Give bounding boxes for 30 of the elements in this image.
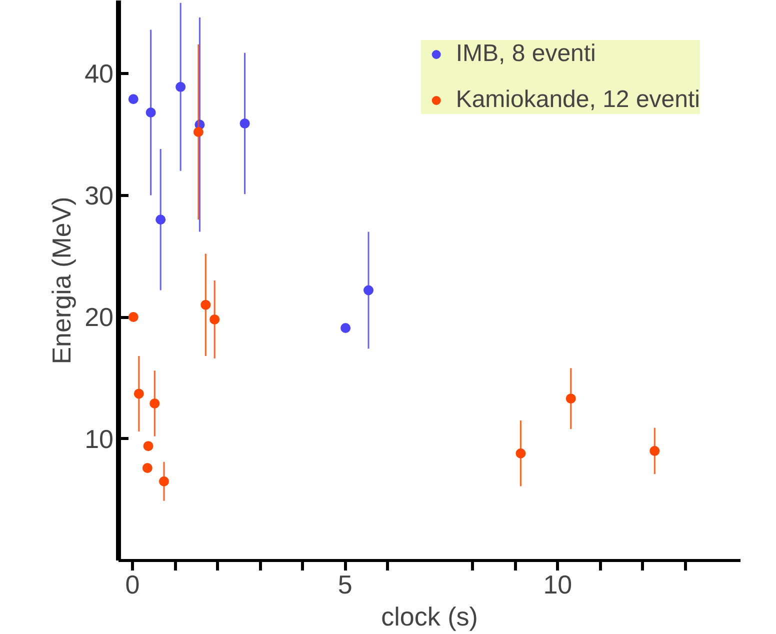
y-tick-label: 10: [84, 424, 114, 454]
point: [200, 300, 211, 310]
legend-label: IMB, 8 eventi: [456, 40, 596, 68]
point: [240, 118, 250, 128]
point: [128, 94, 138, 104]
y-axis-title: Energia (MeV): [46, 196, 77, 364]
legend-label: Kamiokande, 12 eventi: [456, 86, 700, 114]
point: [142, 462, 152, 473]
point: [134, 388, 144, 399]
point: [363, 285, 374, 296]
x-tick-label: 5: [338, 570, 352, 600]
point: [210, 314, 220, 324]
point: [566, 394, 576, 404]
point: [193, 126, 204, 137]
point: [158, 476, 169, 486]
x-tick-label: 10: [543, 570, 572, 600]
point: [146, 108, 156, 118]
point: [128, 312, 138, 322]
y-tick-label: 40: [84, 58, 114, 89]
point: [516, 448, 526, 458]
point: [340, 322, 351, 333]
point: [650, 446, 660, 456]
point: [143, 441, 154, 452]
point: [150, 398, 160, 408]
y-tick-label: 20: [84, 302, 114, 332]
point: [156, 214, 166, 225]
x-tick-label: 0: [125, 570, 140, 600]
y-tick-label: 30: [84, 180, 114, 210]
x-axis-title: clock (s): [381, 602, 478, 632]
point: [176, 82, 186, 92]
